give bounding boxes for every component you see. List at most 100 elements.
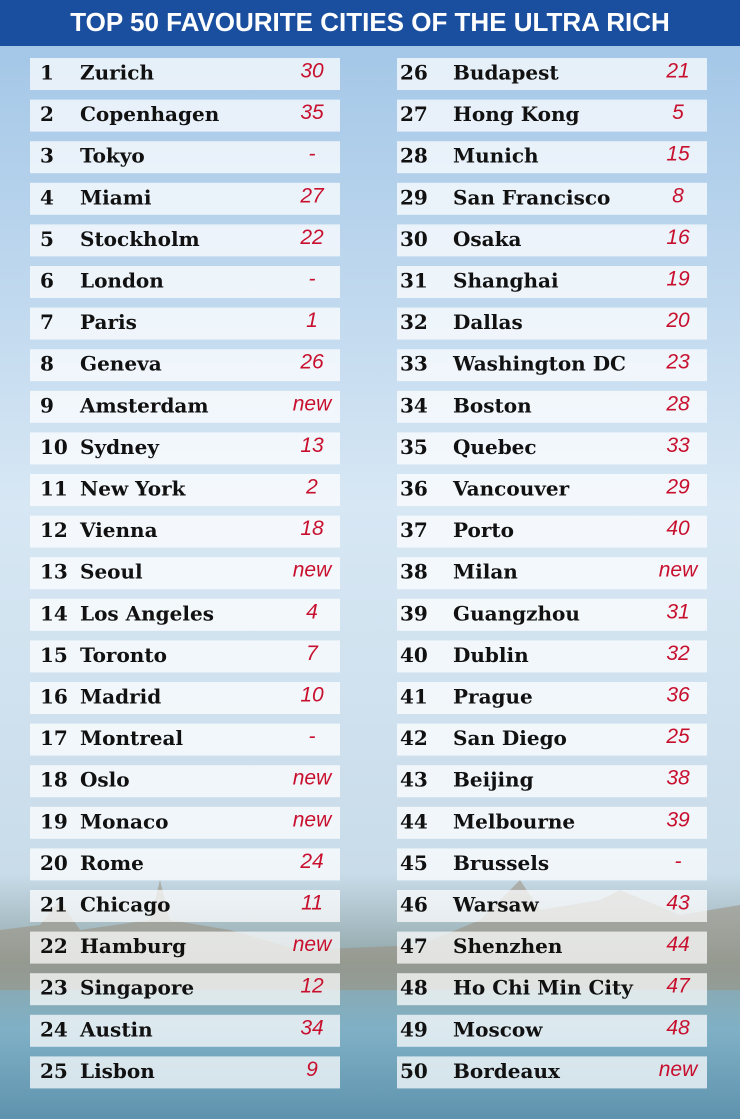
city: Geneva <box>80 352 162 376</box>
row-background <box>30 474 340 506</box>
rank: 46 <box>400 893 428 917</box>
previous-rank: 32 <box>666 642 690 665</box>
city: Quebec <box>453 435 537 459</box>
rank: 18 <box>40 768 68 792</box>
city: Monaco <box>80 809 169 833</box>
row-background <box>397 99 707 132</box>
city: Vienna <box>79 518 158 542</box>
previous-rank: - <box>309 143 316 166</box>
previous-rank: 25 <box>665 725 690 748</box>
row-background <box>30 890 340 922</box>
previous-rank: - <box>309 268 316 291</box>
row-background <box>30 182 340 215</box>
row-background <box>30 58 340 90</box>
row-background <box>397 806 707 839</box>
row-background <box>397 224 707 257</box>
row-background <box>397 598 707 631</box>
previous-rank: 15 <box>666 143 690 166</box>
row-background <box>30 598 340 631</box>
rank: 41 <box>400 685 428 709</box>
rank: 11 <box>40 477 68 501</box>
previous-rank: 19 <box>666 268 690 291</box>
rank: 16 <box>40 685 68 709</box>
previous-rank: 29 <box>665 476 690 499</box>
row-background <box>397 973 707 1006</box>
rank: 50 <box>400 1059 428 1083</box>
rank: 29 <box>400 185 428 209</box>
row-background <box>397 349 707 382</box>
previous-rank: 7 <box>306 642 319 665</box>
previous-rank: 35 <box>300 101 324 124</box>
previous-rank: new <box>659 1058 699 1081</box>
city: San Francisco <box>453 185 610 209</box>
row-background <box>397 58 707 90</box>
previous-rank: 2 <box>305 476 318 499</box>
city: Boston <box>453 393 532 417</box>
row-background <box>397 266 707 298</box>
previous-rank: 22 <box>299 226 324 249</box>
previous-rank: 20 <box>665 309 690 332</box>
previous-rank: new <box>293 559 333 582</box>
row-background <box>397 141 707 174</box>
row-background <box>30 515 340 548</box>
rank: 14 <box>40 601 68 625</box>
previous-rank: 9 <box>306 1058 318 1081</box>
row-background <box>397 474 707 506</box>
rank: 8 <box>40 352 54 376</box>
rank: 15 <box>40 643 68 667</box>
rank: 26 <box>400 61 428 85</box>
city: Munich <box>453 144 539 168</box>
rank: 39 <box>400 601 428 625</box>
city: Osaka <box>453 227 521 251</box>
row-background <box>397 765 707 798</box>
city: Melbourne <box>453 809 575 833</box>
city: Madrid <box>80 685 161 709</box>
previous-rank: 24 <box>299 850 323 873</box>
previous-rank: 5 <box>672 101 684 124</box>
rank: 23 <box>40 976 68 1000</box>
previous-rank: new <box>293 808 333 831</box>
rank: 38 <box>400 560 428 584</box>
rank: 13 <box>40 560 68 584</box>
city: Hamburg <box>80 934 186 958</box>
rank: 25 <box>40 1059 68 1083</box>
city: London <box>80 269 164 293</box>
rank: 24 <box>40 1017 68 1041</box>
city: Vancouver <box>452 477 570 501</box>
row-background <box>397 557 707 590</box>
city: Porto <box>453 518 514 542</box>
row-background <box>397 848 707 881</box>
rank: 7 <box>40 310 54 334</box>
rank: 27 <box>400 102 428 126</box>
rank: 12 <box>40 518 68 542</box>
city: Copenhagen <box>80 102 220 126</box>
rank: 36 <box>400 477 428 501</box>
row-background <box>30 765 340 798</box>
previous-rank: - <box>309 725 316 748</box>
row-background <box>397 515 707 548</box>
previous-rank: new <box>659 559 699 582</box>
city: Shenzhen <box>453 934 563 958</box>
rank: 42 <box>400 726 428 750</box>
city: Shanghai <box>453 269 559 293</box>
city: Beijing <box>453 768 534 792</box>
city: Budapest <box>453 61 559 85</box>
rank: 22 <box>40 934 68 958</box>
previous-rank: 39 <box>666 808 690 831</box>
rank: 3 <box>40 144 54 168</box>
city: Miami <box>80 185 152 209</box>
city: Singapore <box>80 976 194 1000</box>
rank: 35 <box>400 435 428 459</box>
previous-rank: 36 <box>666 684 690 707</box>
city: Prague <box>453 685 533 709</box>
previous-rank: 27 <box>299 184 325 207</box>
rank: 47 <box>400 934 428 958</box>
city: Warsaw <box>452 893 539 917</box>
ranking-table: 1 Zurich 302 Copenhagen 353 Tokyo -4 Miami 275 St… <box>30 58 707 1089</box>
rank: 20 <box>40 851 68 875</box>
rank: 5 <box>40 227 54 251</box>
previous-rank: 18 <box>300 517 324 540</box>
rank: 37 <box>400 518 428 542</box>
row-background <box>30 973 340 1006</box>
rank: 28 <box>400 144 428 168</box>
